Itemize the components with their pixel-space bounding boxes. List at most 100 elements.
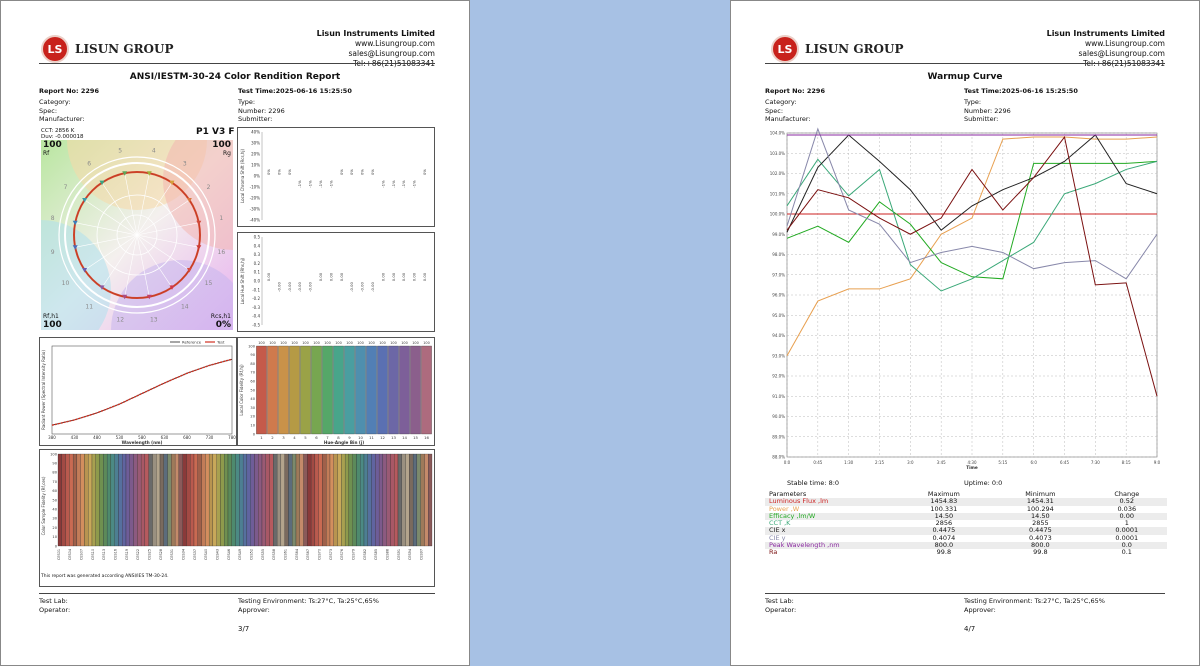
fidelity-bar-value: 100 [401, 341, 407, 345]
hue-bar-label: 0.00 [266, 272, 271, 281]
ces-bar [122, 453, 127, 547]
fidelity-bar [421, 345, 432, 435]
hue-bin-number: 3 [183, 160, 187, 167]
warmup-x-tick: 8:15 [1122, 460, 1131, 465]
fidelity-y-tick: 20 [250, 415, 255, 419]
cvg-spoke [75, 234, 138, 248]
ces-bar [375, 453, 380, 547]
ces-bar [273, 453, 278, 547]
ces-bar [69, 453, 74, 547]
ces-x-tick: CES91 [397, 549, 401, 560]
ces-bar [174, 453, 180, 547]
param-max: 0.4074 [932, 533, 956, 542]
report-page-4: LS LISUN GROUP Lisun Instruments Limited… [730, 0, 1200, 666]
hue-bin-number: 7 [64, 184, 68, 191]
hue-shift-panel: Local Hue Shift (Rhs,hj) 0.5 0.4 0.3 0.2 0.1 0… [237, 232, 435, 332]
hue-y-tick: 0.3 [254, 252, 261, 257]
ces-bar [416, 453, 421, 547]
fidelity-x-tick: 7 [326, 435, 329, 440]
ces-bar [235, 453, 240, 547]
ces-x-tick: CES64 [295, 549, 299, 560]
ces-bar [114, 453, 119, 547]
fidelity-x-label: Hue-Angle Bin (j) [324, 440, 364, 445]
field-type: Type: [238, 98, 256, 106]
fidelity-x-tick: 8 [337, 435, 340, 440]
ces-bar [424, 453, 429, 547]
duv-value: Duv: -0.000018 [41, 134, 84, 140]
chroma-arrow [146, 294, 152, 300]
hue-bar-label: -0.00 [297, 282, 302, 292]
param-name: Luminous Flux ,lm [765, 497, 894, 506]
ces-x-tick: CES31 [170, 549, 174, 560]
chroma-bar-label: 0% [276, 169, 281, 175]
company-name: Lisun Instruments Limited [1046, 29, 1165, 38]
company-logo: LS LISUN GROUP [41, 35, 174, 63]
fidelity-x-tick: 11 [369, 435, 374, 440]
fidelity-y-tick: 60 [250, 380, 255, 384]
warmup-series-line [786, 160, 1158, 280]
chroma-bar-label: -1% [391, 180, 396, 188]
ces-y-tick: 70 [52, 480, 57, 484]
cvg-spoke [136, 234, 173, 288]
chroma-shift-panel: Local Chroma Shift (Rcs,hj) 40% 30% 20% 10% 0… [237, 127, 435, 227]
ces-bar [254, 453, 259, 547]
cvg-spoke [136, 234, 190, 271]
ces-bar [227, 453, 232, 547]
chroma-arrow [186, 268, 192, 273]
ces-bar [242, 453, 248, 547]
ces-y-tick: 0 [55, 544, 58, 548]
fidelity-bar-value: 100 [269, 341, 275, 345]
warmup-y-tick: 97.0% [772, 272, 785, 277]
hue-y-tick: 0.1 [254, 270, 261, 275]
stable-time: Stable time: 8:0 [787, 479, 840, 487]
cvg-spoke [136, 182, 173, 236]
hue-bin-number: 6 [87, 160, 91, 167]
fidelity-bar-value: 100 [357, 341, 363, 345]
spd-x-tick: 380 [48, 435, 56, 440]
ces-bar [378, 453, 384, 547]
test-time: Test Time:2025-06-16 15:25:50 [238, 87, 352, 95]
ces-bar [80, 453, 85, 547]
table-row: Peak Wavelength ,nm 800.0 800.0 0.0 [765, 541, 1167, 550]
ces-x-tick: CES37 [193, 549, 197, 560]
cvg-spoke [136, 173, 150, 236]
param-name: CIE y [769, 533, 786, 542]
ces-bar [412, 453, 418, 547]
spd-x-tick: 480 [93, 435, 101, 440]
warmup-y-tick: 94.0% [772, 333, 785, 338]
fidelity-x-tick: 14 [402, 435, 407, 440]
warmup-x-tick: 9:0 [1154, 460, 1161, 465]
fidelity-bar-value: 100 [280, 341, 286, 345]
company-tel: Tel:+86(21)51083341 [353, 59, 435, 68]
company-email: sales@Lisungroup.com [1078, 49, 1165, 58]
spd-x-tick: 580 [138, 435, 146, 440]
ces-bar [186, 453, 191, 547]
fidelity-x-tick: 4 [293, 435, 296, 440]
approver: Approver: [964, 605, 996, 614]
parameter-table: Parameters Maximum Minimum Change Lumino… [765, 490, 1167, 557]
cvg-ring [64, 162, 210, 308]
fidelity-bar-value: 100 [313, 341, 319, 345]
cvg-spoke [136, 222, 199, 236]
hue-y-tick: 0.5 [254, 235, 261, 240]
left-fields: Category: Spec: Manufacturer: [39, 98, 85, 124]
cvg-inner-ring [116, 214, 158, 256]
fidelity-bar [410, 345, 421, 435]
warmup-y-tick: 89.0% [772, 434, 785, 439]
chroma-arrow [99, 285, 105, 290]
fidelity-x-tick: 3 [282, 435, 285, 440]
ces-bar [212, 453, 217, 547]
warmup-series-line [786, 127, 1158, 280]
ces-bar [280, 453, 285, 547]
spd-x-label: Wavelength (nm) [122, 440, 163, 445]
chroma-y-tick: 10% [251, 163, 260, 168]
field-spec: Spec: [39, 106, 58, 115]
hue-bar-label: -0.00 [360, 282, 365, 292]
hue-bar-label: 0.00 [339, 272, 344, 281]
ces-bar [224, 453, 229, 547]
fidelity-bar [300, 345, 311, 435]
spd-x-tick: 780 [228, 435, 236, 440]
param-name: Efficacy ,lm/W [765, 512, 894, 521]
table-row: Ra 99.8 99.8 0.1 [765, 549, 1167, 557]
